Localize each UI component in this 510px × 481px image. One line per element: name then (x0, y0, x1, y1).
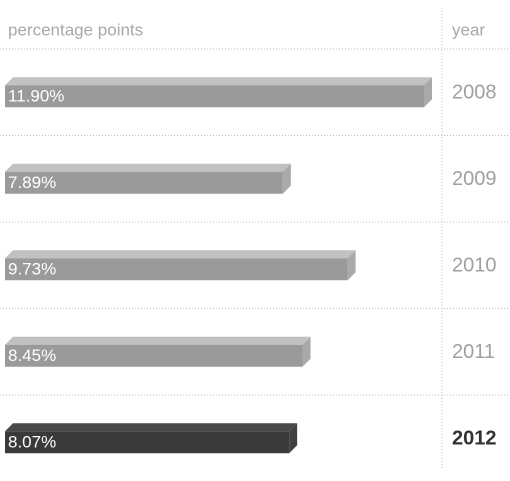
y-tick-label: 2011 (452, 341, 495, 363)
bar-side (282, 163, 291, 194)
y-tick-label: 2010 (452, 255, 497, 277)
bar (5, 344, 303, 367)
bar-top (5, 336, 311, 345)
y-tick-label: 2012 (452, 428, 497, 450)
bar-top (5, 423, 298, 432)
bar-top (5, 77, 432, 86)
bar-side (347, 250, 356, 281)
bar (5, 85, 424, 108)
value-label: 8.07% (8, 433, 56, 452)
bar-top (5, 250, 356, 259)
bar (5, 431, 290, 454)
y-axis-label: year (452, 20, 485, 39)
bar-top (5, 163, 291, 172)
bar-side (302, 336, 311, 367)
x-axis-label: percentage points (8, 20, 143, 39)
bar (5, 258, 348, 281)
bar-side (424, 77, 432, 108)
value-label: 8.45% (8, 346, 56, 365)
value-label: 7.89% (8, 173, 56, 192)
value-label: 9.73% (8, 260, 56, 279)
value-label: 11.90% (8, 87, 64, 106)
bar (5, 171, 283, 194)
y-tick-label: 2008 (452, 82, 497, 104)
y-tick-label: 2009 (452, 168, 497, 190)
bar-side (289, 423, 298, 454)
